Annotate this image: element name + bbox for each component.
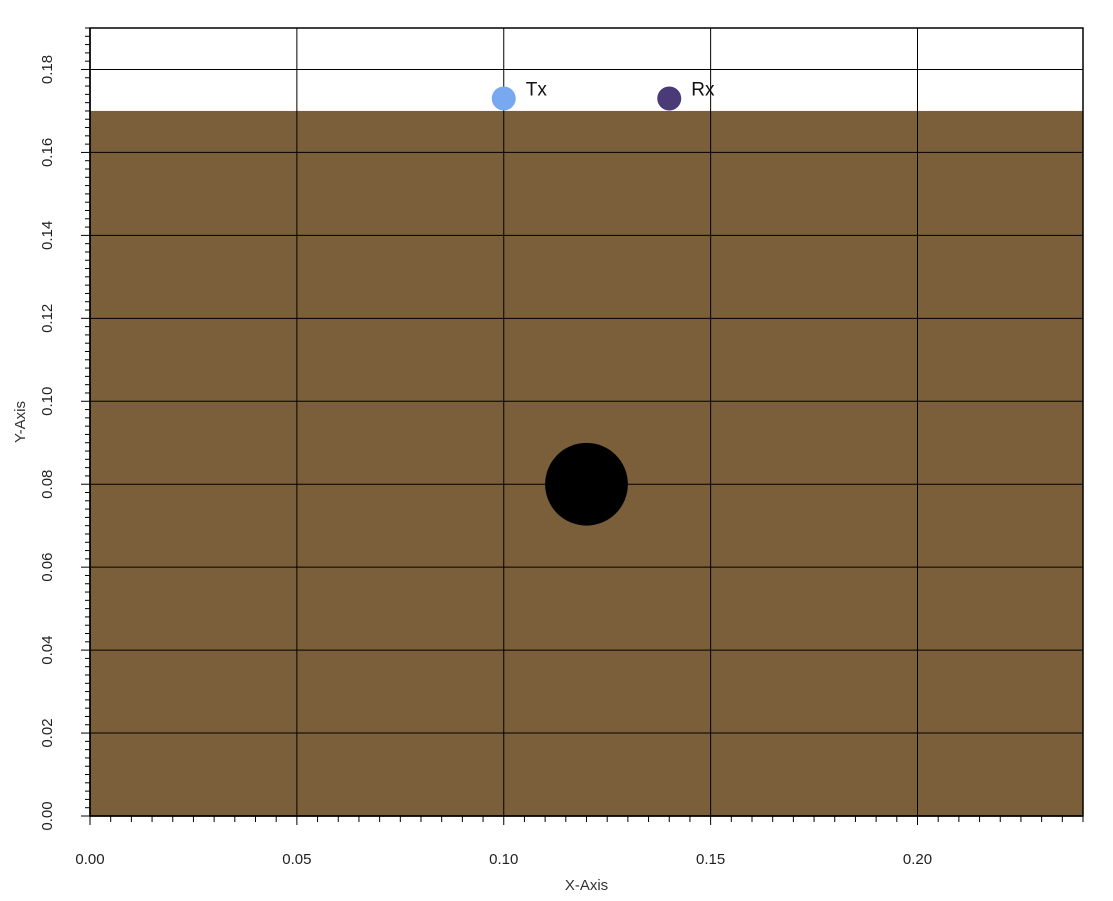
- marker-tx: [491, 86, 516, 111]
- x-tick-label: 0.00: [75, 851, 104, 868]
- marker-label-rx: Rx: [691, 80, 715, 101]
- y-tick-label: 0.00: [39, 801, 56, 830]
- x-tick-label: 0.05: [282, 851, 311, 868]
- y-axis-title: Y-Axis: [12, 401, 29, 443]
- y-tick-label: 0.08: [39, 470, 56, 499]
- x-tick-label: 0.10: [489, 851, 518, 868]
- x-axis-title: X-Axis: [565, 877, 608, 894]
- marker-rx: [657, 86, 682, 111]
- y-tick-label: 0.14: [39, 221, 56, 250]
- y-tick-label: 0.12: [39, 304, 56, 333]
- y-tick-label: 0.04: [39, 636, 56, 665]
- y-tick-label: 0.16: [39, 138, 56, 167]
- y-tick-label: 0.02: [39, 718, 56, 747]
- y-tick-label: 0.06: [39, 553, 56, 582]
- y-tick-label: 0.10: [39, 387, 56, 416]
- y-tick-label: 0.18: [39, 55, 56, 84]
- x-tick-label: 0.20: [903, 851, 932, 868]
- x-tick-label: 0.15: [696, 851, 725, 868]
- marker-label-tx: Tx: [526, 80, 548, 101]
